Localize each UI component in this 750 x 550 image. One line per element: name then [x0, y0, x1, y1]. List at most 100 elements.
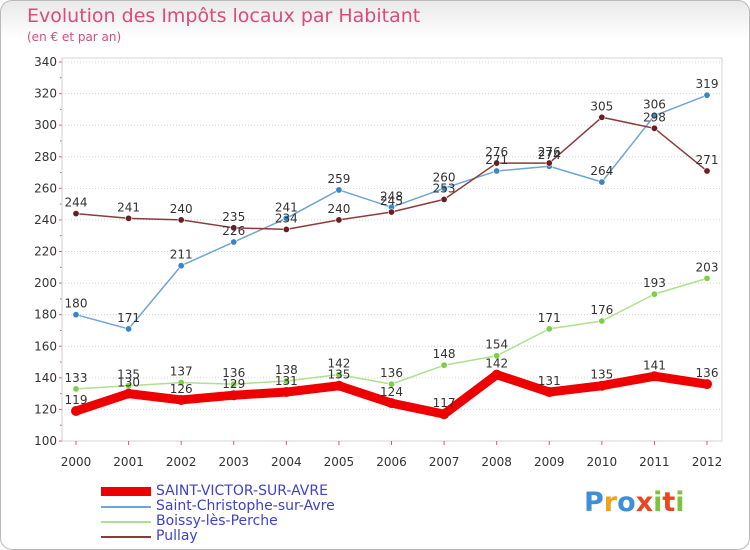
x-tick-label: 2006: [376, 455, 407, 469]
data-point: [386, 398, 397, 409]
data-label: 244: [65, 196, 88, 210]
data-label: 260: [433, 170, 456, 184]
data-label: 133: [65, 371, 88, 385]
y-tick-label: 120: [34, 402, 57, 416]
data-label: 119: [65, 393, 88, 407]
legend-swatch-saint-victor: [101, 487, 151, 496]
data-point: [282, 225, 290, 233]
data-point: [230, 380, 238, 388]
x-tick-label: 2003: [218, 455, 249, 469]
data-point: [72, 210, 80, 218]
data-label: 171: [538, 311, 561, 325]
chart-title: Evolution des Impôts locaux par Habitant: [27, 5, 421, 27]
data-point: [440, 184, 448, 192]
data-label: 271: [485, 153, 508, 167]
data-point: [598, 317, 606, 325]
data-label: 241: [275, 200, 298, 214]
data-label: 240: [170, 202, 193, 216]
data-point: [281, 387, 292, 398]
data-label: 276: [485, 145, 508, 159]
legend-label-boissy: Boissy-lès-Perche: [156, 513, 278, 529]
data-point: [387, 208, 395, 216]
data-point: [650, 124, 658, 132]
data-point: [230, 238, 238, 246]
data-label: 211: [170, 248, 193, 262]
data-label: 135: [327, 368, 350, 382]
data-label: 235: [222, 210, 245, 224]
y-tick-label: 280: [34, 150, 57, 164]
data-label: 141: [643, 358, 666, 372]
y-tick-label: 260: [34, 181, 57, 195]
data-point: [71, 405, 81, 416]
data-point: [493, 159, 501, 167]
data-point: [440, 195, 448, 203]
legend-label-pullay: Pullay: [156, 528, 198, 544]
data-label: 253: [433, 181, 456, 195]
data-point: [125, 214, 133, 222]
y-tick-label: 320: [34, 87, 57, 101]
data-point: [703, 274, 711, 282]
data-point: [177, 379, 185, 387]
data-label: 176: [590, 303, 613, 317]
data-point: [650, 290, 658, 298]
data-point: [282, 377, 290, 385]
data-label: 245: [380, 194, 403, 208]
data-point: [491, 369, 502, 380]
data-label: 138: [275, 363, 298, 377]
data-label: 171: [117, 311, 140, 325]
data-point: [703, 91, 711, 99]
data-point: [703, 167, 711, 175]
data-label: 117: [433, 396, 456, 410]
data-label: 124: [380, 385, 403, 399]
data-label: 319: [696, 77, 719, 91]
data-label: 241: [117, 200, 140, 214]
data-point: [335, 371, 343, 379]
data-label: 129: [222, 377, 245, 391]
data-label: 142: [485, 357, 508, 371]
data-point: [72, 311, 80, 319]
data-point: [123, 388, 134, 399]
data-label: 135: [590, 368, 613, 382]
data-label: 148: [433, 347, 456, 361]
data-point: [598, 113, 606, 121]
data-label: 130: [117, 376, 140, 390]
data-label: 271: [696, 153, 719, 167]
y-tick-label: 180: [34, 308, 57, 322]
data-point: [177, 262, 185, 270]
data-point: [177, 216, 185, 224]
data-label: 276: [538, 145, 561, 159]
data-label: 298: [643, 110, 666, 124]
x-tick-label: 2000: [61, 455, 92, 469]
data-point: [125, 325, 133, 333]
x-tick-label: 2001: [113, 455, 144, 469]
data-label: 248: [380, 189, 403, 203]
y-tick-label: 340: [34, 55, 57, 69]
data-label: 142: [327, 357, 350, 371]
data-point: [72, 385, 80, 393]
data-point: [230, 224, 238, 232]
x-tick-label: 2011: [639, 455, 670, 469]
data-point: [493, 352, 501, 360]
proxiti-logo: Proxiti: [584, 487, 685, 518]
data-point: [335, 216, 343, 224]
y-tick-label: 140: [34, 371, 57, 385]
y-tick-label: 220: [34, 245, 57, 259]
data-label: 135: [117, 368, 140, 382]
chart-subtitle: (en € et par an): [27, 30, 122, 44]
data-label: 136: [380, 366, 403, 380]
data-point: [650, 112, 658, 120]
legend-swatch-saint-christophe: [101, 506, 151, 508]
data-label: 203: [696, 260, 719, 274]
y-tick-label: 100: [34, 434, 57, 448]
data-label: 137: [170, 365, 193, 379]
data-label: 154: [485, 338, 508, 352]
data-label: 305: [590, 99, 613, 113]
legend-swatch-boissy: [101, 521, 151, 523]
data-label: 234: [275, 211, 298, 225]
data-label: 180: [65, 297, 88, 311]
data-point: [493, 167, 501, 175]
data-point: [702, 379, 712, 390]
legend-label-saint-christophe: Saint-Christophe-sur-Avre: [156, 498, 335, 514]
legend-swatch-pullay: [101, 536, 151, 538]
